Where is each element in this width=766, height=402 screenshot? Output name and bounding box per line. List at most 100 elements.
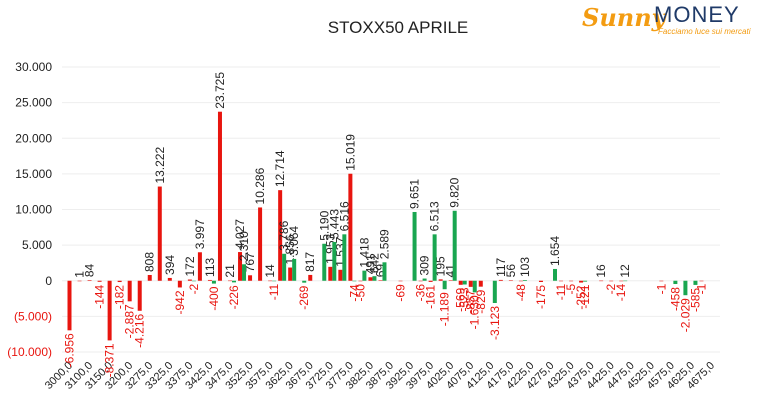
data-label: -2.887 xyxy=(123,304,137,338)
bar xyxy=(422,278,427,281)
bar xyxy=(398,280,403,282)
data-label: -175 xyxy=(534,285,548,309)
bar xyxy=(211,280,216,284)
data-label: 2.310 xyxy=(237,231,251,261)
bar xyxy=(609,280,614,282)
bar xyxy=(177,280,182,288)
data-label: -942 xyxy=(173,290,187,314)
data-label: -226 xyxy=(227,285,241,309)
bar xyxy=(67,280,72,331)
bar xyxy=(378,280,383,281)
data-label: -2 xyxy=(187,283,201,294)
bar xyxy=(659,280,664,282)
data-label: 4.027 xyxy=(233,219,247,249)
bar xyxy=(442,280,447,290)
bar xyxy=(432,234,437,281)
data-label: -144 xyxy=(93,284,107,308)
bar xyxy=(332,241,337,281)
bar xyxy=(238,252,243,281)
bar xyxy=(308,274,313,281)
data-label: 16 xyxy=(594,264,608,278)
data-label: -857 xyxy=(464,290,478,314)
bar xyxy=(583,280,588,282)
bar xyxy=(248,275,253,281)
data-label: -161 xyxy=(424,285,438,309)
bar xyxy=(87,280,92,281)
bar xyxy=(579,280,584,283)
data-label: 2.589 xyxy=(377,229,391,259)
bar xyxy=(127,280,132,302)
data-label: 6.513 xyxy=(428,201,442,231)
data-label: 9.820 xyxy=(448,177,462,207)
bar xyxy=(683,280,688,296)
bar xyxy=(328,266,333,281)
bar xyxy=(288,267,293,281)
bar xyxy=(428,280,433,282)
bar xyxy=(438,279,443,281)
data-label: -69 xyxy=(394,284,408,302)
bar xyxy=(217,111,222,281)
bar xyxy=(623,280,628,282)
data-label: -569 xyxy=(454,287,468,311)
bar xyxy=(418,280,423,282)
bar xyxy=(242,264,247,281)
bar xyxy=(472,280,477,293)
bar xyxy=(448,280,453,281)
bar xyxy=(673,280,678,285)
data-label: 12 xyxy=(618,264,632,278)
bar xyxy=(619,280,624,282)
data-label: 1.856 xyxy=(283,234,297,264)
y-tick-label: 0 xyxy=(45,274,52,288)
data-label: 103 xyxy=(518,257,532,277)
bar xyxy=(147,274,152,281)
bar xyxy=(492,280,497,304)
data-label: -50 xyxy=(353,284,367,302)
data-label: 3.997 xyxy=(193,219,207,249)
data-label: 5.190 xyxy=(317,210,331,240)
data-label: 13.222 xyxy=(153,147,167,184)
bar xyxy=(699,280,704,282)
data-label: 1 xyxy=(73,271,87,278)
bar xyxy=(478,280,483,287)
data-label: 767 xyxy=(243,252,257,272)
bar xyxy=(232,280,236,283)
bar xyxy=(117,280,122,283)
data-label: 817 xyxy=(303,252,317,272)
data-label: -14 xyxy=(614,284,628,302)
data-label: 195 xyxy=(434,256,448,276)
y-tick-label: 25.000 xyxy=(15,96,52,110)
bar xyxy=(498,279,503,281)
bar xyxy=(302,280,307,283)
bar xyxy=(508,280,513,281)
data-label: -182 xyxy=(113,285,127,309)
bar xyxy=(107,280,112,341)
data-label: -269 xyxy=(297,285,311,309)
data-label: 21 xyxy=(223,264,237,278)
data-label: -1 xyxy=(654,283,668,294)
bar xyxy=(268,280,273,282)
data-label: 172 xyxy=(183,256,197,276)
bar xyxy=(358,280,363,282)
bar xyxy=(272,280,277,282)
data-label: -829 xyxy=(474,289,488,313)
data-label: 6.516 xyxy=(337,201,351,231)
data-label: -8.371 xyxy=(103,343,117,377)
bar xyxy=(322,243,327,281)
bar xyxy=(518,280,523,282)
bar xyxy=(372,276,377,281)
bar xyxy=(553,268,557,281)
bar xyxy=(538,280,543,282)
bar xyxy=(292,258,297,281)
data-label: 3.786 xyxy=(277,220,291,250)
y-tick-label: 15.000 xyxy=(15,167,52,181)
bar xyxy=(522,280,527,281)
bar xyxy=(468,280,473,287)
data-label: -36 xyxy=(414,284,428,302)
data-label: -1 xyxy=(694,283,708,294)
data-label: -3.123 xyxy=(488,306,502,340)
data-label: -523 xyxy=(458,287,472,311)
data-label: 56 xyxy=(504,264,518,278)
bar xyxy=(137,280,142,311)
bar xyxy=(382,262,387,281)
